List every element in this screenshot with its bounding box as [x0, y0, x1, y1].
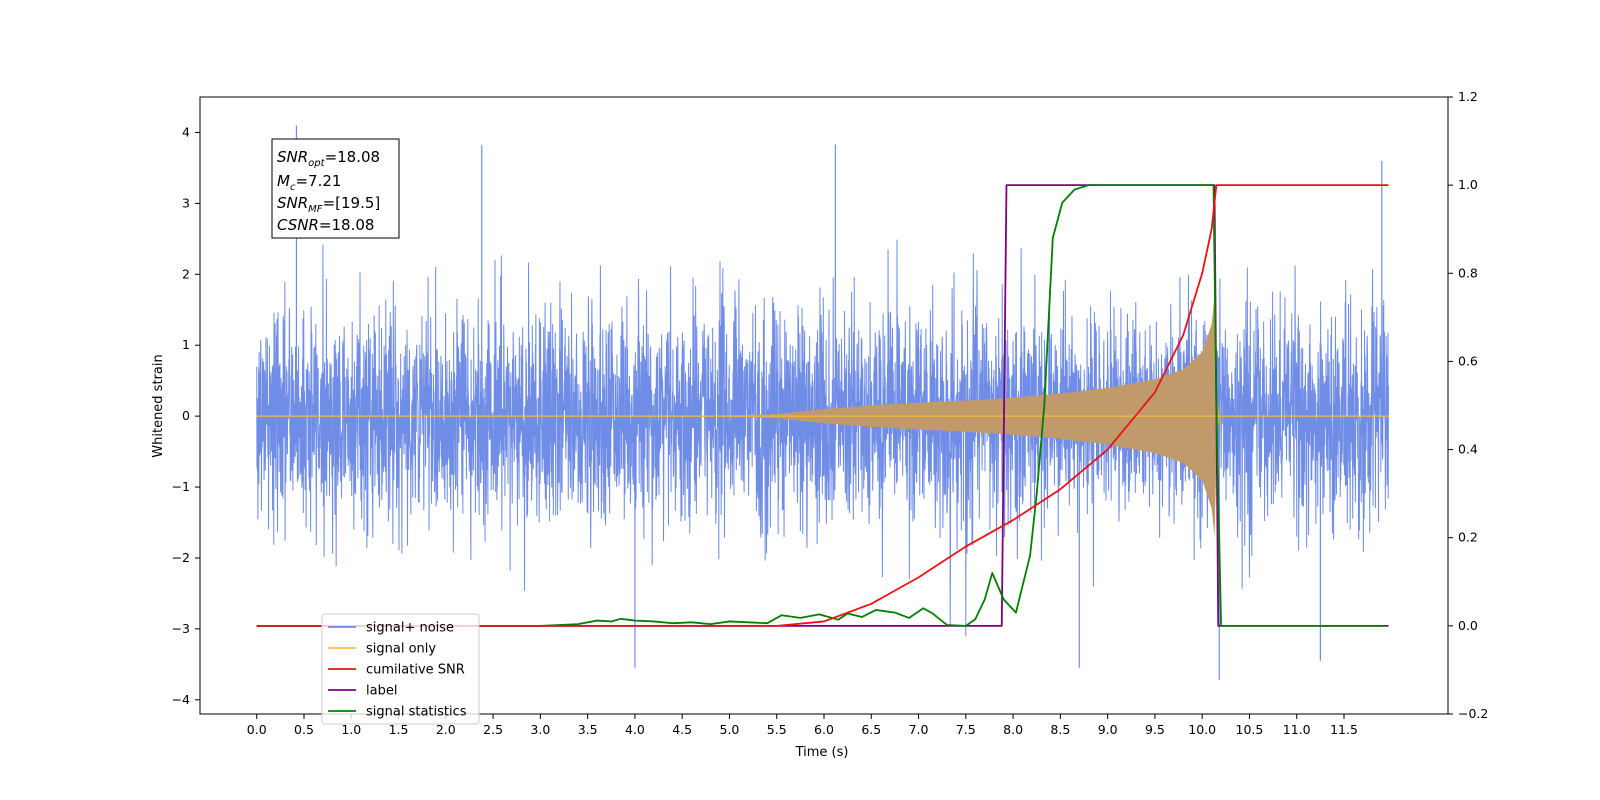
mc-text: Mc=7.21 — [277, 172, 341, 193]
legend-entry: signal+ noise — [366, 621, 454, 636]
y-tick-label: 0 — [182, 408, 190, 423]
x-tick-label: 9.0 — [1098, 722, 1118, 737]
x-tick-label: 3.5 — [578, 722, 598, 737]
x-tick-label: 1.0 — [341, 722, 361, 737]
y-axis-left: 4 3 2 1 0 −1 −2 −3 −4 — [172, 124, 200, 707]
x-tick-label: 0.5 — [294, 722, 314, 737]
y2-tick-label: 0.0 — [1458, 618, 1478, 633]
y2-tick-label: −0.2 — [1458, 706, 1488, 721]
legend-entry: cumilative SNR — [366, 663, 465, 678]
x-tick-label: 2.5 — [483, 722, 503, 737]
x-tick-label: 10.0 — [1188, 722, 1216, 737]
x-tick-label: 0.0 — [247, 722, 267, 737]
y-tick-label: −2 — [172, 550, 190, 565]
y-axis-right: 1.2 1.0 0.8 0.6 0.4 0.2 0.0 −0.2 — [1448, 89, 1488, 721]
y-tick-label: −4 — [172, 692, 190, 707]
y-tick-label: 3 — [182, 195, 190, 210]
x-tick-label: 7.5 — [956, 722, 976, 737]
y2-tick-label: 0.6 — [1458, 353, 1478, 368]
snr-opt-text: SNRopt=18.08 — [277, 148, 380, 169]
x-tick-label: 9.5 — [1145, 722, 1165, 737]
y-tick-label: 2 — [182, 266, 190, 281]
legend-entry: signal statistics — [366, 705, 467, 720]
stats-box-frame — [271, 138, 400, 239]
snr-mf-text: SNRMF=[19.5] — [277, 194, 380, 215]
y-tick-label: −1 — [172, 479, 190, 494]
series-signal-noise — [256, 239, 1389, 637]
y2-tick-label: 0.4 — [1458, 442, 1478, 457]
x-tick-label: 2.0 — [436, 722, 456, 737]
series-signal-statistics — [256, 184, 1384, 627]
legend-frame — [321, 613, 480, 725]
legend: signal+ noise signal only cumilative SNR la… — [321, 613, 480, 725]
x-tick-label: 11.5 — [1330, 722, 1358, 737]
x-axis: 0.0 0.5 1.0 1.5 2.0 2.5 3.0 3.5 4.0 4.5 5.0 5.5 6.0 6… — [247, 714, 1358, 737]
y2-tick-label: 0.8 — [1458, 265, 1478, 280]
y2-tick-label: 0.2 — [1458, 530, 1478, 545]
y-tick-label: −3 — [172, 621, 190, 636]
x-axis-label: Time (s) — [795, 745, 849, 760]
plot-area — [256, 125, 1389, 680]
y2-tick-label: 1.0 — [1458, 177, 1478, 192]
x-tick-label: 10.5 — [1236, 722, 1264, 737]
legend-entry: label — [366, 684, 397, 699]
x-tick-label: 5.0 — [720, 722, 740, 737]
x-tick-label: 4.5 — [672, 722, 692, 737]
y-tick-label: 1 — [182, 337, 190, 352]
x-tick-label: 5.5 — [767, 722, 787, 737]
y-axis-label: Whitened strain — [151, 354, 166, 457]
series-cumulative-snr — [256, 184, 1389, 627]
y2-tick-label: 1.2 — [1458, 89, 1478, 104]
x-tick-label: 3.0 — [530, 722, 550, 737]
x-tick-label: 1.5 — [389, 722, 409, 737]
stats-box: SNRopt=18.08 Mc=7.21 SNRMF=[19.5] CSNR=1… — [271, 138, 400, 239]
x-tick-label: 8.5 — [1050, 722, 1070, 737]
legend-entry: signal only — [366, 642, 436, 657]
csnr-text: CSNR=18.08 — [277, 216, 374, 234]
x-tick-label: 6.5 — [861, 722, 881, 737]
x-tick-label: 7.0 — [909, 722, 929, 737]
x-tick-label: 11.0 — [1283, 722, 1311, 737]
x-tick-label: 6.0 — [814, 722, 834, 737]
x-tick-label: 4.0 — [625, 722, 645, 737]
y-tick-label: 4 — [182, 124, 190, 139]
x-tick-label: 8.0 — [1003, 722, 1023, 737]
